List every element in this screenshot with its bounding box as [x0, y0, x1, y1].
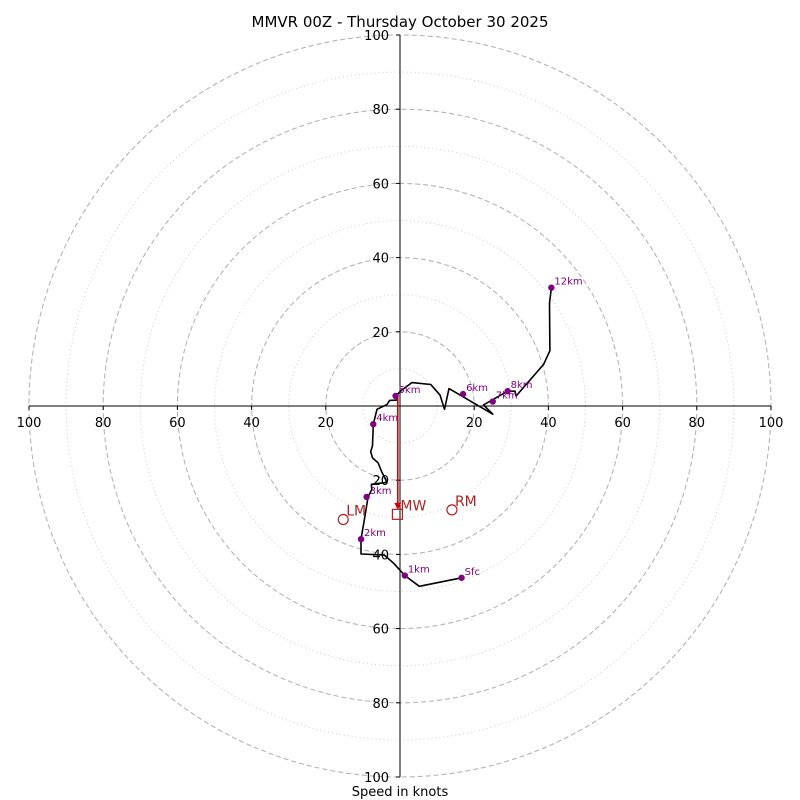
height-label: 1km	[408, 565, 430, 576]
tick-labels: 100 80 60 40 20 20 40 60 80 100100806040202040608…	[17, 29, 784, 786]
chart-title: MMVR 00Z - Thursday October 30 2025	[252, 13, 549, 31]
y-tick-label: 60	[372, 623, 389, 638]
storm-motion-lm	[337, 513, 349, 526]
storm-motion-markers: RM LM MW	[337, 494, 477, 526]
x-axis-label: Speed in knots	[352, 785, 449, 800]
y-tick-label: 40	[372, 548, 389, 563]
y-tick-label: 100	[364, 29, 389, 44]
y-tick-label: 100	[364, 771, 389, 786]
height-point-6km	[459, 390, 467, 398]
y-tick-label: 80	[372, 103, 389, 118]
height-point-7km	[489, 398, 496, 405]
height-point-2km	[357, 535, 365, 543]
height-label: Sfc	[465, 567, 480, 578]
height-label: 4km	[376, 413, 398, 424]
x-tick-label: 40	[540, 416, 557, 431]
hodograph-profile	[360, 287, 553, 588]
wind-profile-line	[360, 287, 553, 588]
y-tick-label: 20	[372, 326, 389, 341]
height-point-5km	[392, 392, 399, 400]
x-tick-label: 20	[466, 416, 483, 431]
height-label: 8km	[511, 380, 533, 391]
height-label: 7km	[496, 391, 518, 402]
x-tick-label: 60	[614, 416, 631, 431]
x-tick-label: 80	[95, 416, 112, 431]
x-tick-label: 100	[759, 416, 784, 431]
height-point-sfc	[458, 574, 465, 581]
x-tick-label: 100	[17, 416, 42, 431]
height-point-8km	[504, 387, 511, 395]
height-point-1km	[401, 572, 409, 579]
y-tick-label: 40	[372, 252, 389, 267]
y-tick-label: 60	[372, 177, 389, 192]
height-label: 6km	[466, 383, 488, 394]
storm-motion-label: RM	[455, 494, 477, 510]
x-tick-label: 80	[689, 416, 706, 431]
storm-motion-rm	[446, 504, 458, 516]
axes	[29, 35, 771, 777]
storm-motion-label: MW	[400, 498, 426, 514]
height-point-4km	[370, 420, 377, 428]
height-label: 12km	[554, 277, 582, 288]
y-tick-label: 80	[372, 697, 389, 712]
height-label: 2km	[364, 528, 386, 539]
height-point-3km	[363, 493, 370, 501]
storm-motion-mw	[391, 508, 404, 520]
height-label: 5km	[399, 385, 421, 396]
x-tick-label: 40	[243, 416, 260, 431]
height-label: 3km	[370, 486, 392, 497]
height-point-12km	[548, 284, 555, 291]
shear-vector-arrowhead	[394, 502, 402, 510]
x-tick-label: 60	[169, 416, 186, 431]
storm-motion-label: LM	[346, 504, 366, 520]
x-tick-label: 20	[318, 416, 335, 431]
